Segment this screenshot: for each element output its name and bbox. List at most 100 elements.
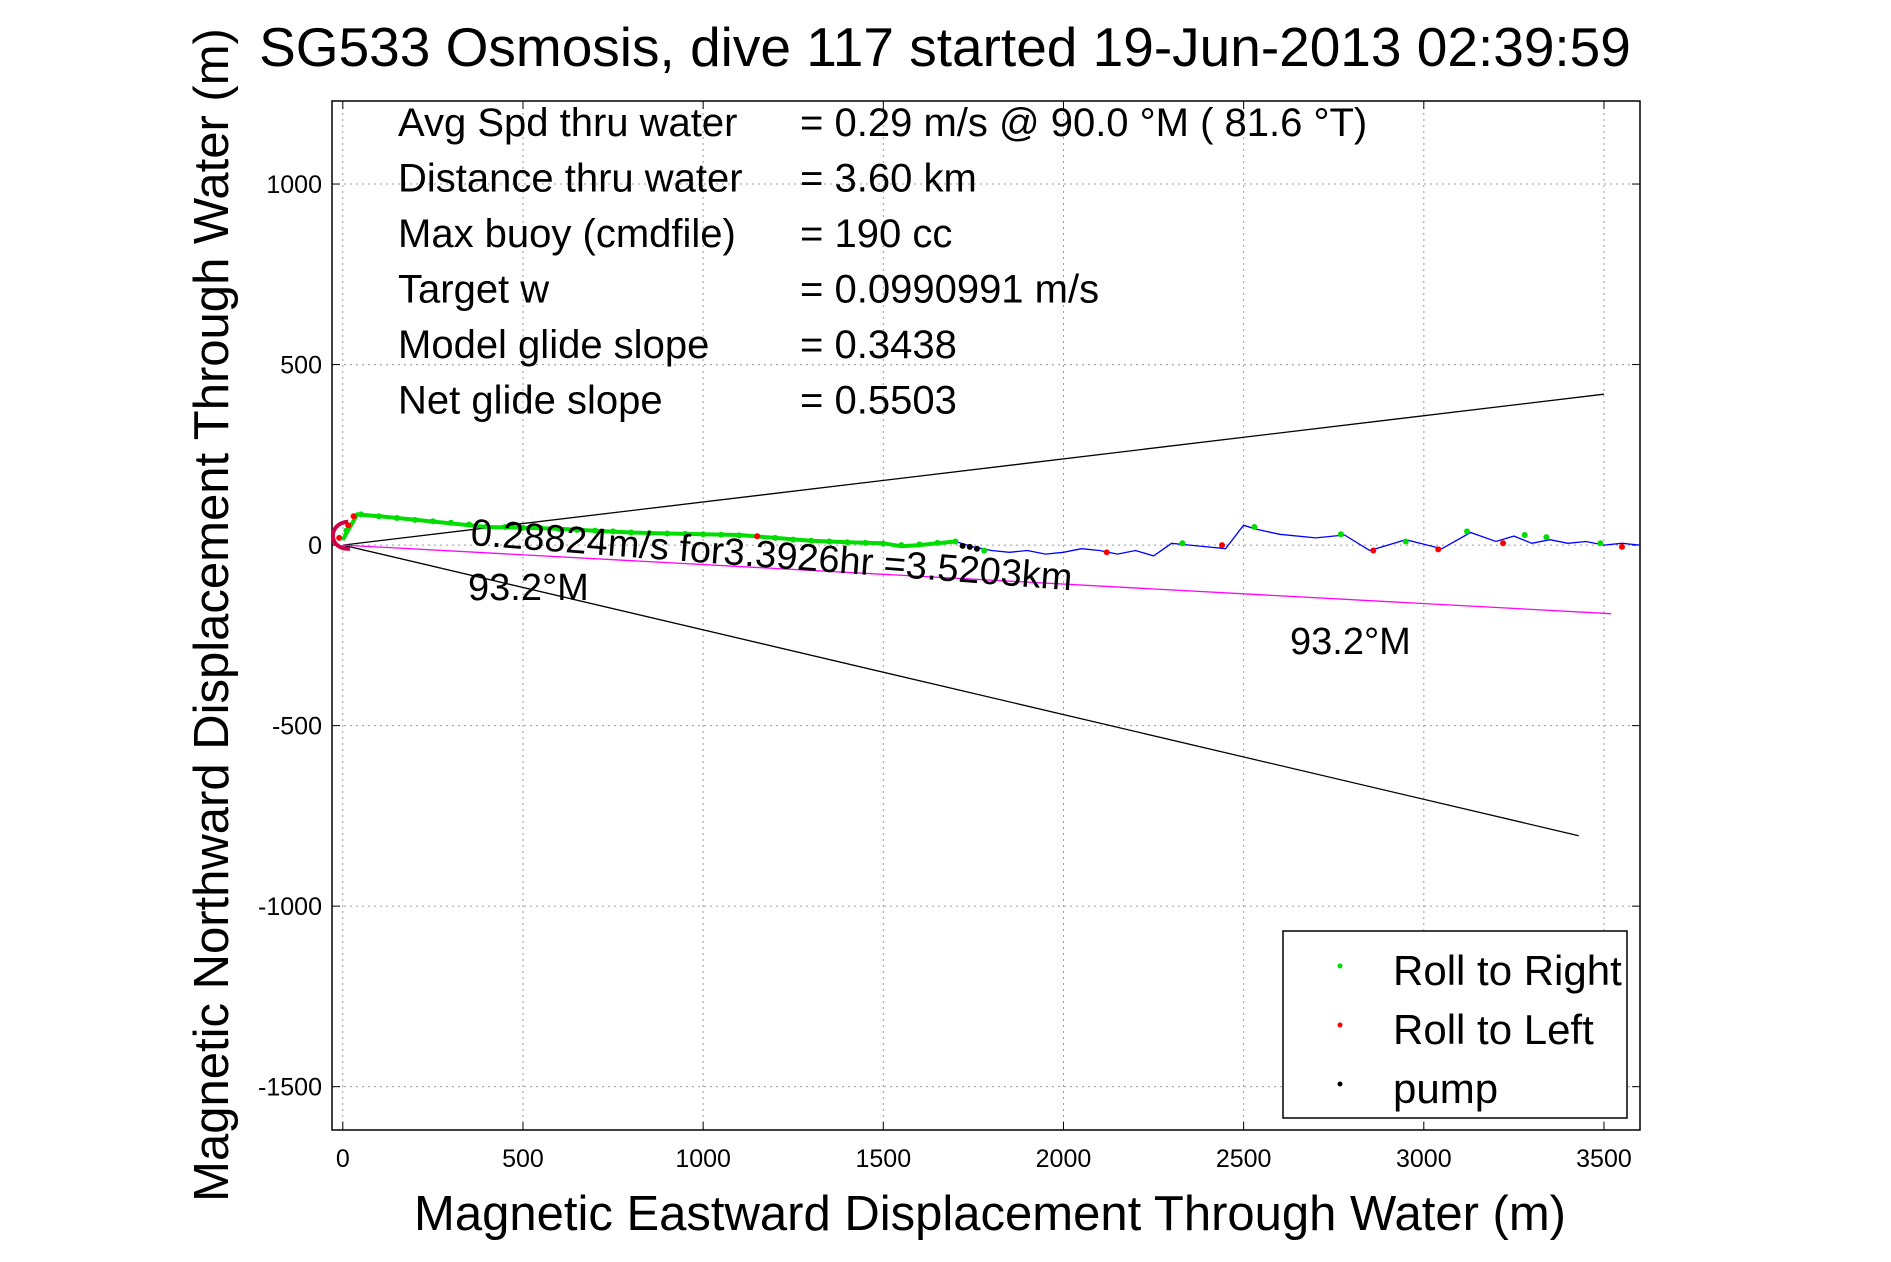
markers (336, 511, 1625, 556)
y-axis-label: Magnetic Northward Displacement Through … (185, 28, 239, 1202)
grid (332, 101, 1640, 1130)
x-tick-label: 3500 (1576, 1145, 1632, 1173)
roll-to-right-point (610, 528, 617, 535)
info-label: Avg Spd thru water (398, 101, 737, 145)
info-value: = 0.29 m/s @ 90.0 °M ( 81.6 °T) (800, 101, 1367, 145)
roll-to-left-point (1618, 543, 1625, 550)
roll-to-left-point (754, 533, 761, 540)
info-block: Avg Spd thru water = 0.29 m/s @ 90.0 °M (… (398, 101, 1367, 423)
roll-to-right-point (1402, 538, 1409, 545)
roll-to-right-point (375, 513, 382, 520)
roll-to-right-point (880, 540, 887, 547)
roll-to-right-point (700, 531, 707, 538)
roll-to-right-point (862, 539, 869, 546)
plot-frame (331, 100, 1641, 1131)
legend-marker-roll-left (1337, 1022, 1343, 1028)
legend-label-pump: pump (1393, 1065, 1498, 1112)
roll-to-right-point (465, 521, 472, 528)
roll-to-right-point (1521, 531, 1528, 538)
x-tick-label: 2000 (1036, 1145, 1092, 1173)
roll-to-right-point (1179, 540, 1186, 547)
info-label: Max buoy (cmdfile) (398, 212, 736, 256)
roll-to-right-point (537, 525, 544, 532)
roll-to-left-point (1435, 546, 1442, 553)
info-label: Distance thru water (398, 157, 743, 201)
roll-to-right-point (718, 531, 725, 538)
pump-point (973, 545, 980, 552)
x-tick-label: 0 (336, 1145, 350, 1173)
info-value: = 3.60 km (800, 157, 977, 201)
x-tick-label: 500 (502, 1145, 544, 1173)
legend: Roll to Right Roll to Left pump (1282, 930, 1628, 1119)
ticks: 0 500 1000 1500 2000 2500 3000 3500 1000 500 0 -500… (258, 101, 1640, 1173)
info-value: = 0.5503 (800, 379, 957, 423)
roll-to-right-point (916, 541, 923, 548)
roll-to-right-point (934, 539, 941, 546)
roll-to-right-point (1337, 531, 1344, 538)
x-tick-label: 3000 (1396, 1145, 1452, 1173)
roll-to-left-point (1500, 540, 1507, 547)
legend-label-roll-left: Roll to Left (1393, 1006, 1594, 1053)
roll-to-right-point (1543, 534, 1550, 541)
roll-to-right-point (483, 523, 490, 530)
info-value: = 0.3438 (800, 323, 957, 367)
x-tick-label: 1000 (675, 1145, 731, 1173)
x-tick-label: 2500 (1216, 1145, 1272, 1173)
lower-bound-line (342, 544, 1579, 837)
roll-to-right-point (981, 547, 988, 554)
info-label: Net glide slope (398, 379, 663, 423)
heading-annotation-far: 93.2°M (1290, 621, 1411, 663)
roll-to-right-point (574, 526, 581, 533)
reference-lines (342, 393, 1612, 837)
y-tick-label: 0 (308, 532, 322, 560)
chart-title: SG533 Osmosis, dive 117 started 19-Jun-2… (259, 16, 1631, 78)
roll-to-left-point (336, 534, 343, 541)
roll-to-right-point (682, 530, 689, 537)
roll-to-right-point (790, 536, 797, 543)
roll-to-right-point (664, 530, 671, 537)
info-label: Target w (398, 268, 549, 312)
roll-to-right-point (808, 537, 815, 544)
roll-to-right-point (501, 524, 508, 531)
roll-to-right-point (411, 516, 418, 523)
roll-to-left-point (1103, 549, 1110, 556)
roll-to-left-point (1370, 547, 1377, 554)
info-value: = 190 cc (800, 212, 952, 256)
roll-to-right-point (1464, 528, 1471, 535)
roll-to-right-point (592, 527, 599, 534)
roll-to-right-point (1251, 524, 1258, 531)
roll-to-right-point (556, 525, 563, 532)
legend-marker-pump (1337, 1081, 1343, 1087)
info-value: = 0.0990991 m/s (800, 268, 1099, 312)
y-tick-label: 500 (280, 352, 322, 380)
roll-to-right-point (343, 527, 350, 534)
roll-to-right-point (1597, 540, 1604, 547)
start-loop (330, 519, 351, 551)
roll-to-right-point (447, 519, 454, 526)
legend-label-roll-right: Roll to Right (1393, 947, 1622, 994)
pump-point (959, 542, 966, 549)
legend-marker-roll-right (1337, 963, 1343, 969)
roll-to-right-point (519, 524, 526, 531)
y-tick-label: 1000 (266, 171, 322, 199)
roll-to-right-point (898, 542, 905, 549)
roll-to-right-point (429, 518, 436, 525)
roll-to-right-point (826, 538, 833, 545)
y-tick-label: -1000 (258, 893, 322, 921)
y-tick-label: -500 (272, 713, 322, 741)
upper-bound-line (342, 393, 1605, 546)
heading-line-line (342, 544, 1612, 615)
roll-to-right-point (772, 534, 779, 541)
roll-to-right-point (736, 532, 743, 539)
info-label: Model glide slope (398, 323, 709, 367)
pump-point (966, 543, 973, 550)
roll-to-left-point (350, 513, 357, 520)
roll-to-right-point (646, 530, 653, 537)
roll-to-right-point (628, 529, 635, 536)
roll-to-left-point (1219, 542, 1226, 549)
roll-to-right-point (844, 539, 851, 546)
x-axis-label: Magnetic Eastward Displacement Through W… (414, 1187, 1566, 1241)
roll-to-left-point (345, 522, 352, 529)
roll-to-right-point (952, 538, 959, 545)
